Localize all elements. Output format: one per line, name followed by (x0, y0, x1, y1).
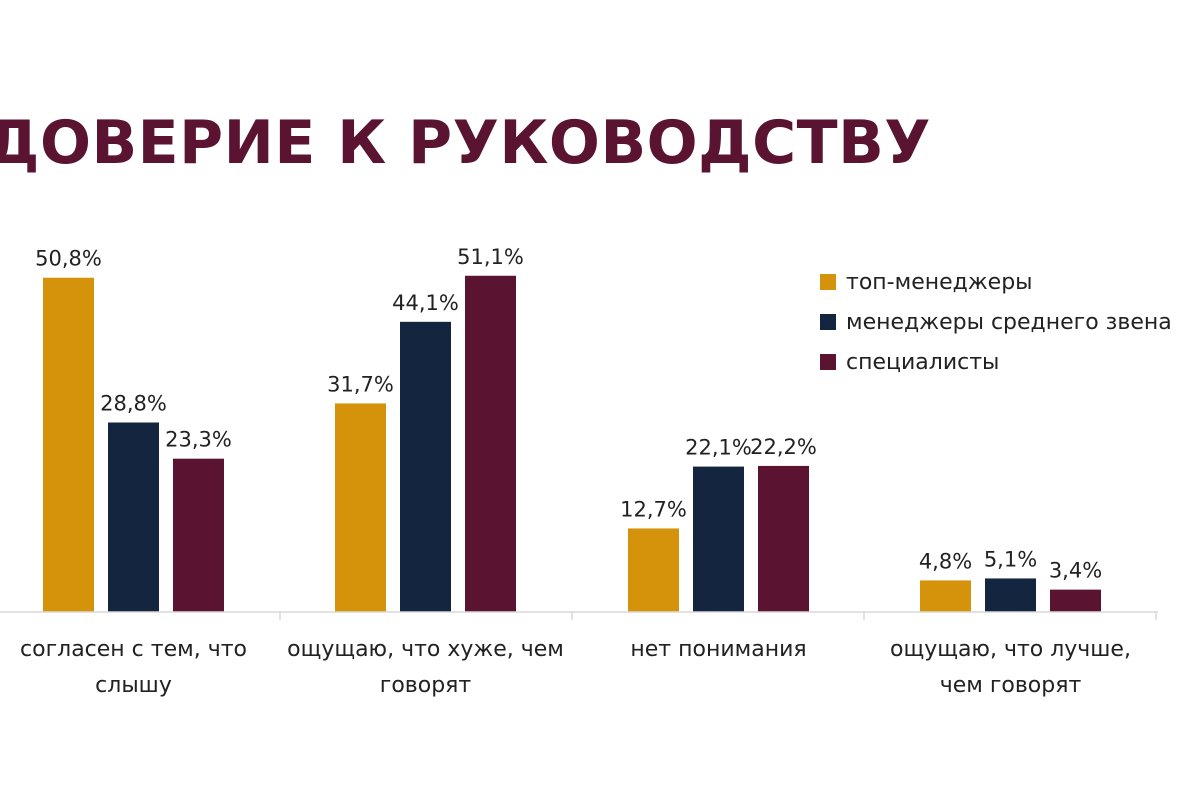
data-label-3-3: 22,2% (750, 435, 817, 459)
data-label-4-1: 4,8% (919, 549, 972, 573)
category-label-1: слышу (95, 673, 172, 698)
data-label-2-1: 31,7% (327, 372, 394, 396)
bar-2-1 (335, 403, 386, 612)
legend-label: менеджеры среднего звена (846, 309, 1172, 335)
data-label-4-3: 3,4% (1049, 559, 1102, 583)
bar-4-1 (920, 580, 971, 612)
legend-swatch (820, 314, 836, 330)
data-label-1-2: 28,8% (100, 391, 167, 415)
bar-3-1 (628, 528, 679, 612)
legend-label: топ-менеджеры (846, 269, 1033, 295)
data-label-3-2: 22,1% (685, 436, 752, 460)
bar-4-2 (985, 578, 1036, 612)
legend-swatch (820, 354, 836, 370)
category-label-4: ощущаю, что лучше, (890, 637, 1131, 662)
data-label-2-2: 44,1% (392, 291, 459, 315)
category-label-3: нет понимания (630, 637, 806, 662)
category-label-2: ощущаю, что хуже, чем (287, 637, 564, 662)
category-label-4: чем говорят (940, 673, 1082, 698)
data-label-2-3: 51,1% (457, 245, 524, 269)
legend-item-3: специалисты (820, 342, 1172, 382)
legend-item-1: топ-менеджеры (820, 262, 1172, 302)
legend-label: специалисты (846, 349, 1000, 375)
data-label-4-2: 5,1% (984, 547, 1037, 571)
chart-title: ДОВЕРИЕ К РУКОВОДСТВУ (0, 108, 932, 178)
bar-2-2 (400, 321, 451, 612)
legend: топ-менеджеры менеджеры среднего звена спе… (820, 262, 1172, 382)
bar-1-1 (43, 277, 94, 612)
bar-3-3 (758, 465, 809, 612)
bar-4-3 (1050, 589, 1101, 612)
legend-swatch (820, 274, 836, 290)
bar-1-3 (173, 458, 224, 612)
legend-item-2: менеджеры среднего звена (820, 302, 1172, 342)
bar-1-2 (108, 422, 159, 612)
data-label-1-1: 50,8% (35, 247, 102, 271)
category-label-1: согласен с тем, что (20, 637, 247, 662)
category-label-2: говорят (380, 673, 472, 698)
bar-2-3 (465, 275, 516, 612)
data-label-1-3: 23,3% (165, 428, 232, 452)
bar-3-2 (693, 466, 744, 612)
data-label-3-1: 12,7% (620, 497, 687, 521)
